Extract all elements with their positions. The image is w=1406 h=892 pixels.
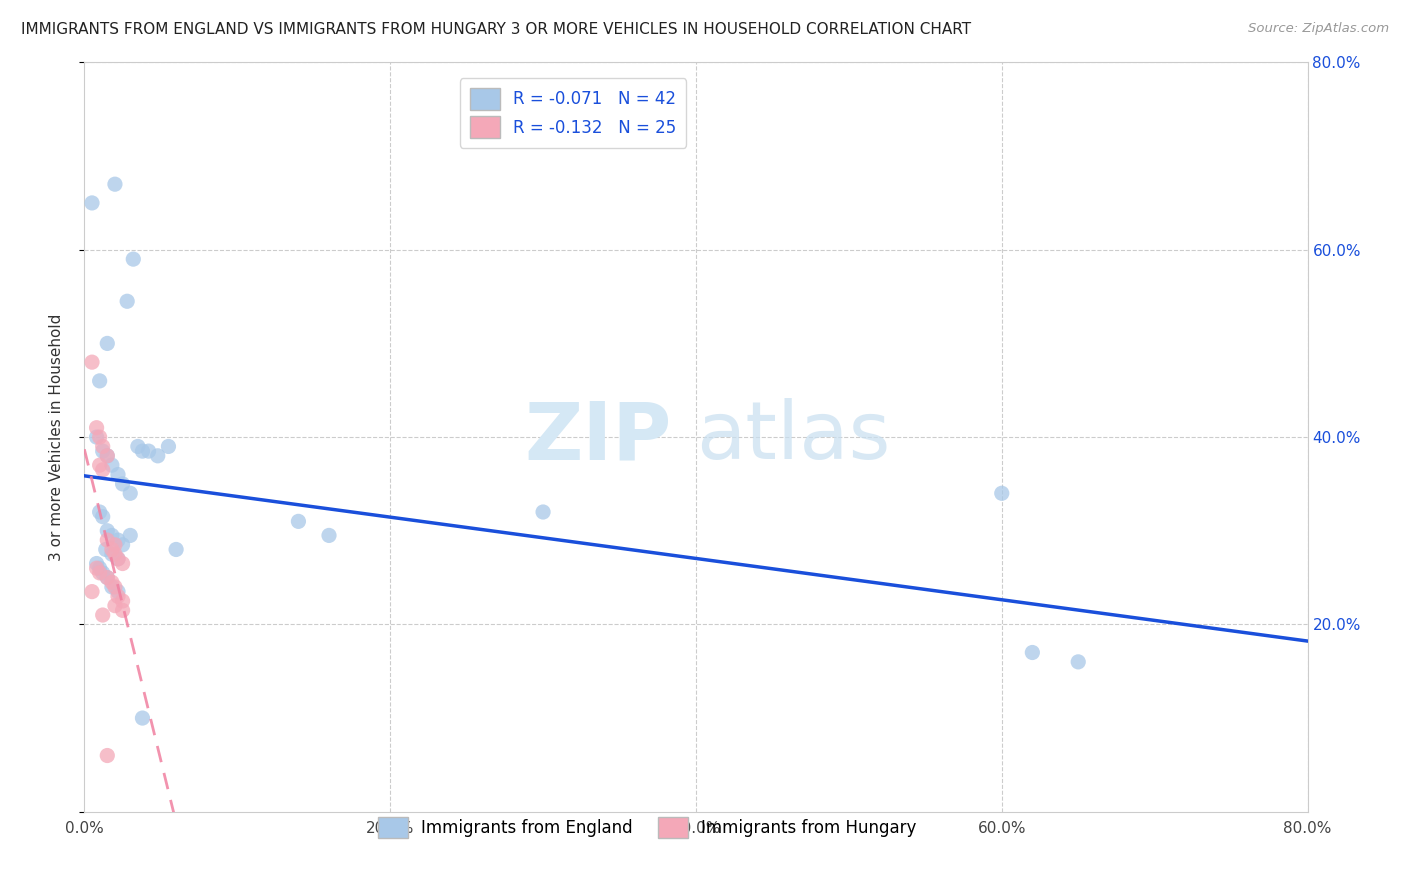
Point — [104, 599, 127, 613]
Point — [1021, 646, 1043, 660]
Y-axis label: 3 or more Vehicles in Household: 3 or more Vehicles in Household — [49, 313, 63, 561]
Point — [120, 486, 142, 500]
Point — [91, 509, 114, 524]
Point — [91, 440, 114, 453]
Point — [89, 566, 111, 580]
Point — [115, 294, 138, 309]
Point — [531, 505, 554, 519]
Point — [86, 421, 108, 435]
Text: IMMIGRANTS FROM ENGLAND VS IMMIGRANTS FROM HUNGARY 3 OR MORE VEHICLES IN HOUSEHO: IMMIGRANTS FROM ENGLAND VS IMMIGRANTS FR… — [21, 22, 972, 37]
Point — [96, 533, 118, 547]
Point — [107, 533, 129, 547]
Point — [318, 528, 340, 542]
Point — [101, 528, 124, 542]
Point — [89, 458, 111, 473]
Point — [94, 542, 117, 557]
Point — [91, 463, 114, 477]
Point — [101, 458, 124, 473]
Point — [131, 444, 153, 458]
Point — [111, 603, 134, 617]
Point — [111, 476, 134, 491]
Point — [96, 571, 118, 585]
Point — [104, 580, 127, 594]
Point — [80, 195, 103, 210]
Point — [111, 538, 134, 552]
Point — [80, 355, 103, 369]
Point — [96, 571, 118, 585]
Point — [86, 561, 108, 575]
Point — [89, 430, 111, 444]
Point — [991, 486, 1014, 500]
Point — [91, 444, 114, 458]
Point — [89, 505, 111, 519]
Point — [1067, 655, 1090, 669]
Point — [89, 561, 111, 575]
Point — [157, 440, 180, 453]
Point — [96, 336, 118, 351]
Point — [86, 557, 108, 571]
Point — [96, 449, 118, 463]
Text: atlas: atlas — [696, 398, 890, 476]
Point — [96, 748, 118, 763]
Point — [122, 252, 145, 266]
Point — [86, 430, 108, 444]
Point — [107, 551, 129, 566]
Point — [101, 575, 124, 590]
Point — [287, 514, 309, 528]
Point — [89, 374, 111, 388]
Point — [165, 542, 187, 557]
Point — [104, 547, 127, 561]
Point — [127, 440, 149, 453]
Point — [104, 177, 127, 191]
Point — [101, 547, 124, 561]
Text: Source: ZipAtlas.com: Source: ZipAtlas.com — [1249, 22, 1389, 36]
Point — [107, 467, 129, 482]
Point — [80, 584, 103, 599]
Point — [138, 444, 160, 458]
Point — [101, 542, 124, 557]
Point — [111, 594, 134, 608]
Point — [111, 557, 134, 571]
Point — [101, 580, 124, 594]
Point — [96, 449, 118, 463]
Point — [131, 711, 153, 725]
Legend: Immigrants from England, Immigrants from Hungary: Immigrants from England, Immigrants from… — [371, 810, 924, 845]
Point — [107, 584, 129, 599]
Point — [120, 528, 142, 542]
Text: ZIP: ZIP — [524, 398, 672, 476]
Point — [104, 538, 127, 552]
Point — [107, 551, 129, 566]
Point — [107, 590, 129, 604]
Point — [91, 566, 114, 580]
Point — [146, 449, 169, 463]
Point — [91, 608, 114, 623]
Point — [96, 524, 118, 538]
